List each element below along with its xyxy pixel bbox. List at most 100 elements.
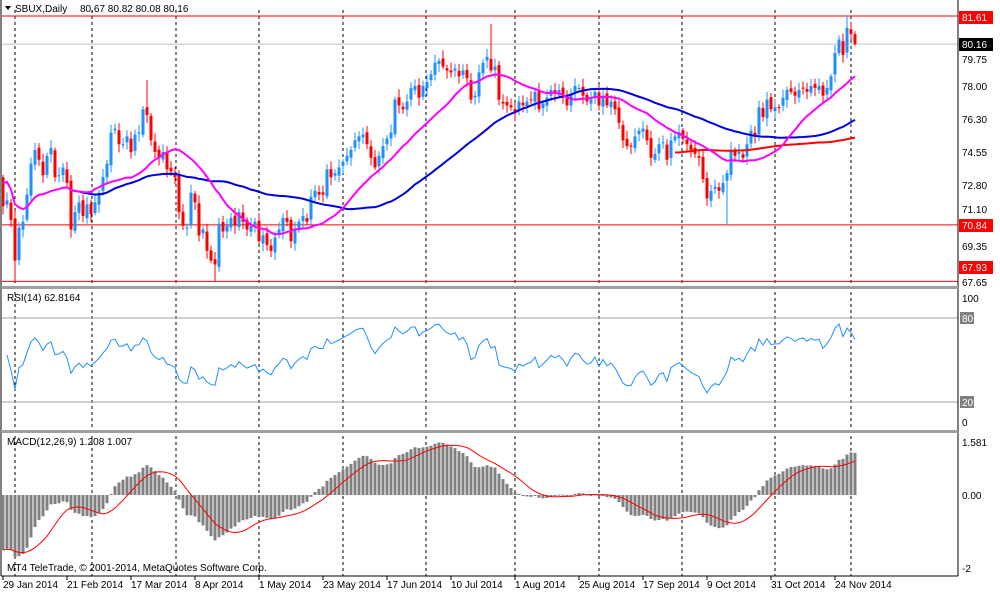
candle-body [785,89,789,100]
macd-histogram-bar [425,446,429,495]
candle-body [717,187,721,191]
candle [353,132,357,152]
candle [429,70,433,87]
candle-body [341,161,345,166]
candle-body [301,215,305,222]
candle-body [841,41,845,55]
candle-body [697,156,701,158]
candle-body [405,101,409,110]
candle [669,132,673,166]
macd-histogram-bar [509,488,513,495]
candle-body [229,217,233,228]
price-pane[interactable] [2,15,959,282]
candle-body [637,130,641,135]
candle [185,223,189,236]
candle [425,74,429,96]
macd-histogram-bar [649,495,653,519]
macd-histogram-bar [765,480,769,495]
macd-histogram-bar [477,467,481,495]
candle-body [809,86,813,93]
candle-body [577,87,581,89]
candle [301,208,305,230]
candle [757,100,761,142]
macd-histogram-bar [613,495,617,499]
candle [133,129,137,156]
candle-body [61,167,65,176]
candle-body [321,192,325,195]
rsi-tick: 20 [962,398,974,409]
macd-histogram-bar [753,495,757,498]
candle-body [361,134,365,138]
candle [153,133,157,159]
macd-histogram-bar [521,495,525,496]
candle-body [401,106,405,110]
macd-histogram-bar [209,495,213,537]
candle [461,64,465,79]
macd-histogram-bar [285,495,289,510]
candle-body [233,215,237,226]
candle [573,78,577,100]
macd-histogram-bar [21,495,25,555]
candle [173,167,177,185]
rsi-pane[interactable] [2,317,958,403]
macd-histogram-bar [153,471,157,495]
candle-body [449,70,453,73]
candle-body [41,161,45,176]
horizontal-lines [2,15,958,282]
macd-histogram-bar [809,465,813,495]
candle [73,205,77,235]
triangle-down-icon[interactable] [5,6,11,10]
candle-body [813,83,817,88]
candle-body [257,220,261,242]
macd-histogram-bar [601,495,605,496]
candle-body [681,130,685,139]
rsi-tick: 0 [962,418,968,429]
macd-pane[interactable] [2,442,857,557]
candle [657,137,661,162]
candle [53,147,57,182]
candle-body [769,97,773,110]
moving-averages [2,73,856,236]
candle-body [709,190,713,201]
macd-histogram-bar [329,477,333,495]
candle-body [389,132,393,139]
candle-body [381,146,385,159]
macd-histogram-bar [833,464,837,495]
candle [457,63,461,84]
rsi-line [6,323,856,394]
candle-body [333,173,337,176]
candle-body [409,87,413,100]
candle-body [105,163,109,178]
candle-body [117,130,121,145]
candle-body [801,87,805,89]
candle-body [329,169,333,178]
time-label: 24 Nov 2014 [835,580,892,591]
macd-histogram-bar [693,495,697,513]
candle-body [509,105,513,108]
macd-histogram-bar [221,495,225,536]
candle [849,22,853,41]
candle-body [373,157,377,168]
candle [441,50,445,70]
macd-histogram-bar [709,495,713,526]
pane-separator-rsi[interactable] [1,286,958,289]
candle-body [461,70,465,75]
macd-histogram-bar [65,495,69,503]
candle-body [217,223,221,267]
candle [201,226,205,239]
candle [417,78,421,106]
macd-histogram-bar [713,495,717,527]
pane-separator-macd[interactable] [1,430,958,433]
price-axis: 79.75 78.00 76.30 74.55 72.80 71.10 69.3… [962,55,987,289]
candle-body [213,259,217,265]
candle [105,160,109,184]
candle [313,184,317,204]
candle-body [849,29,853,35]
macd-histogram-bar [701,495,705,518]
macd-histogram-bar [397,455,401,495]
macd-histogram-bar [41,495,45,517]
candle-body [197,203,201,236]
macd-histogram-bar [569,495,573,496]
candle [825,79,829,101]
